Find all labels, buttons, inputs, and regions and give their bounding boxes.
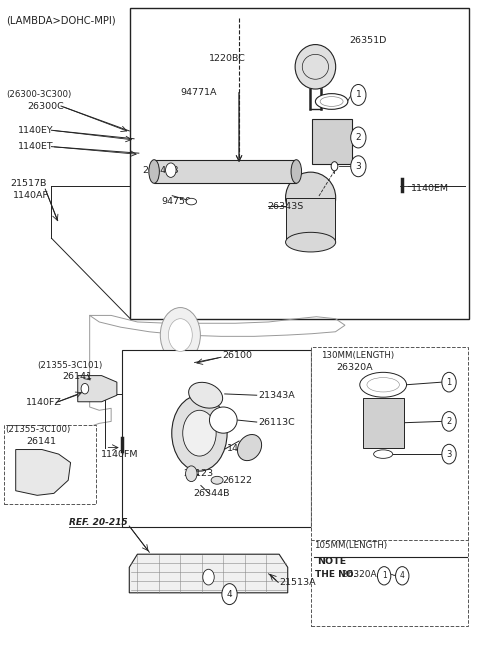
- Circle shape: [351, 85, 366, 105]
- Ellipse shape: [302, 55, 328, 79]
- Ellipse shape: [295, 45, 336, 89]
- Text: (21355-3C100): (21355-3C100): [5, 425, 71, 434]
- Circle shape: [168, 319, 192, 351]
- Circle shape: [396, 566, 409, 585]
- Text: 1: 1: [356, 91, 361, 99]
- Circle shape: [203, 569, 214, 585]
- Text: (21355-3C101): (21355-3C101): [37, 361, 102, 371]
- Text: 1140EM: 1140EM: [411, 184, 449, 193]
- Text: 26344B: 26344B: [193, 489, 230, 498]
- Circle shape: [222, 583, 237, 604]
- Circle shape: [186, 466, 197, 482]
- Circle shape: [351, 127, 366, 148]
- Circle shape: [442, 444, 456, 464]
- FancyBboxPatch shape: [311, 347, 468, 543]
- Text: 1140FZ: 1140FZ: [26, 398, 62, 407]
- Text: ~: ~: [389, 571, 397, 581]
- Circle shape: [166, 163, 176, 177]
- Polygon shape: [129, 555, 288, 593]
- Text: 26320A :: 26320A :: [342, 570, 383, 579]
- Ellipse shape: [149, 160, 159, 183]
- Text: 94750: 94750: [161, 197, 191, 206]
- Ellipse shape: [291, 160, 301, 183]
- Ellipse shape: [315, 94, 348, 109]
- Text: REF. 20-215: REF. 20-215: [69, 518, 128, 527]
- Ellipse shape: [189, 382, 223, 408]
- Text: 94771A: 94771A: [180, 89, 217, 97]
- Circle shape: [331, 162, 338, 171]
- Text: (26300-3C300): (26300-3C300): [6, 90, 72, 99]
- Text: 4: 4: [400, 572, 405, 580]
- Text: 21343A: 21343A: [258, 391, 295, 399]
- Text: 26345B: 26345B: [142, 166, 179, 175]
- Ellipse shape: [186, 198, 197, 205]
- Text: 26351D: 26351D: [349, 36, 386, 45]
- Text: 130MM(LENGTH): 130MM(LENGTH): [321, 351, 394, 360]
- Polygon shape: [78, 376, 117, 402]
- Circle shape: [172, 396, 227, 471]
- FancyBboxPatch shape: [286, 198, 336, 242]
- Circle shape: [160, 307, 200, 363]
- Text: 2: 2: [356, 133, 361, 142]
- Ellipse shape: [360, 373, 407, 397]
- Text: THE NO.: THE NO.: [315, 570, 357, 579]
- FancyBboxPatch shape: [363, 398, 404, 447]
- Ellipse shape: [238, 434, 262, 461]
- Text: 4: 4: [227, 589, 232, 599]
- Text: 3: 3: [356, 162, 361, 171]
- Ellipse shape: [373, 450, 393, 459]
- Text: 26113C: 26113C: [258, 418, 295, 426]
- Text: 2: 2: [446, 417, 452, 426]
- Circle shape: [442, 373, 456, 392]
- Circle shape: [183, 410, 216, 456]
- Ellipse shape: [211, 476, 223, 484]
- Text: 1220BC: 1220BC: [209, 55, 246, 64]
- Polygon shape: [154, 160, 296, 183]
- Text: 1: 1: [446, 378, 452, 387]
- FancyBboxPatch shape: [130, 8, 469, 319]
- Ellipse shape: [320, 97, 343, 106]
- Text: 1140EY: 1140EY: [18, 125, 54, 135]
- FancyBboxPatch shape: [311, 541, 468, 625]
- Text: 1140ET: 1140ET: [18, 142, 54, 151]
- Text: 26100: 26100: [222, 351, 252, 361]
- Text: 21513A: 21513A: [279, 578, 316, 587]
- Text: 21517B: 21517B: [10, 179, 47, 188]
- Text: NOTE: NOTE: [317, 557, 347, 566]
- Text: 26343S: 26343S: [268, 202, 304, 212]
- FancyBboxPatch shape: [312, 119, 352, 164]
- Text: 1140FM: 1140FM: [101, 449, 138, 459]
- Text: 1140AF: 1140AF: [13, 191, 49, 200]
- Circle shape: [351, 156, 366, 177]
- Text: 26320A: 26320A: [336, 363, 373, 373]
- Circle shape: [377, 566, 391, 585]
- Polygon shape: [16, 449, 71, 495]
- FancyBboxPatch shape: [121, 350, 311, 527]
- Text: 26300C: 26300C: [28, 102, 64, 110]
- Ellipse shape: [367, 378, 399, 392]
- Text: 26141: 26141: [62, 373, 93, 382]
- Text: 1: 1: [382, 572, 386, 580]
- Ellipse shape: [209, 407, 237, 433]
- Text: (LAMBDA>DOHC-MPI): (LAMBDA>DOHC-MPI): [6, 16, 116, 26]
- Text: 105MM(LENGTH): 105MM(LENGTH): [314, 541, 387, 551]
- Ellipse shape: [286, 172, 336, 223]
- Text: 26141: 26141: [26, 437, 56, 445]
- Circle shape: [81, 384, 89, 394]
- Text: 26122: 26122: [222, 476, 252, 485]
- Text: 26123: 26123: [184, 469, 214, 478]
- Text: 14130: 14130: [227, 444, 257, 453]
- Circle shape: [442, 411, 456, 431]
- Ellipse shape: [286, 233, 336, 252]
- FancyBboxPatch shape: [4, 425, 96, 504]
- Text: 3: 3: [446, 449, 452, 459]
